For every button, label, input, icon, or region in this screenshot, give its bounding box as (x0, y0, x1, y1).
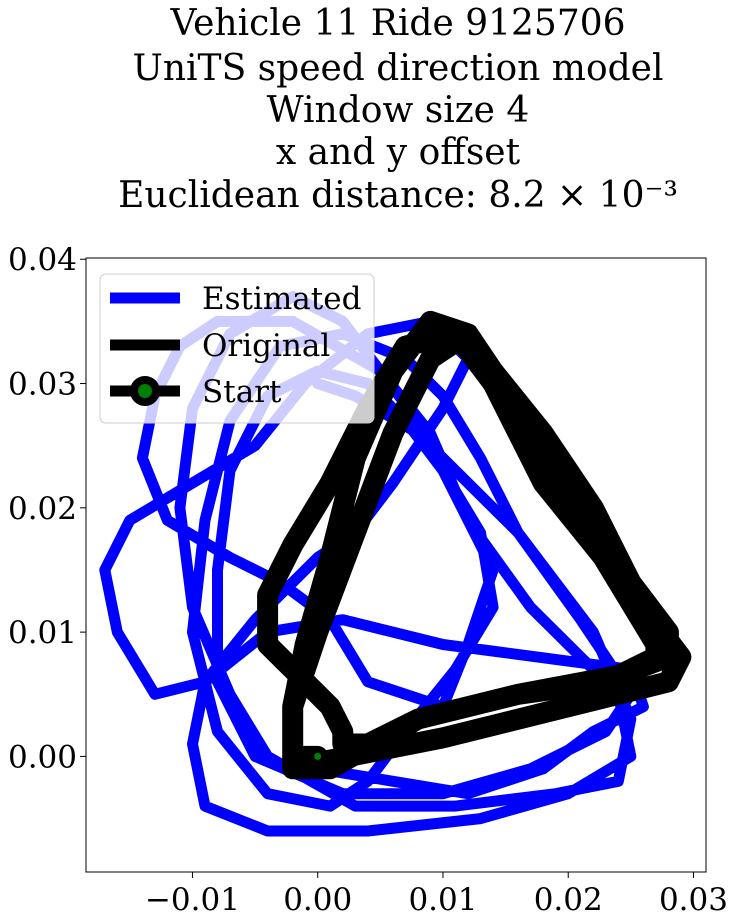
x-tick-label: −0.01 (145, 882, 240, 918)
legend: Estimated Original Start (99, 273, 375, 424)
series-original-line (257, 310, 692, 780)
start-marker (309, 747, 327, 765)
title-line-5: Euclidean distance: 8.2 × 10⁻³ (118, 175, 678, 216)
y-tick-label: 0.01 (8, 615, 77, 651)
y-tick-label: 0.04 (8, 242, 77, 278)
x-tick-label: 0.01 (408, 882, 477, 918)
legend-label-original: Original (202, 328, 330, 364)
title-line-4: x and y offset (276, 132, 521, 173)
x-tick-label: 0.02 (534, 882, 603, 918)
series-estimated-line (99, 291, 649, 837)
y-tick-label: 0.02 (8, 491, 77, 527)
axes-frame (85, 257, 707, 873)
legend-label-estimated: Estimated (202, 281, 361, 317)
y-axis: 0.00 0.01 0.02 0.03 0.04 (8, 242, 86, 775)
title-line-2: UniTS speed direction model (133, 48, 664, 89)
chart-title: Vehicle 11 Ride 9125706 UniTS speed dire… (118, 3, 678, 216)
title-line-1: Vehicle 11 Ride 9125706 (169, 3, 625, 44)
x-axis: −0.01 0.00 0.01 0.02 0.03 (145, 872, 728, 918)
legend-swatch-start-marker (130, 376, 160, 406)
y-tick-label: 0.03 (8, 367, 77, 403)
plot-area (99, 291, 692, 837)
legend-label-start: Start (202, 374, 282, 410)
y-tick-label: 0.00 (8, 739, 77, 775)
title-line-3: Window size 4 (267, 90, 530, 131)
x-tick-label: 0.00 (283, 882, 352, 918)
x-tick-label: 0.03 (659, 882, 728, 918)
